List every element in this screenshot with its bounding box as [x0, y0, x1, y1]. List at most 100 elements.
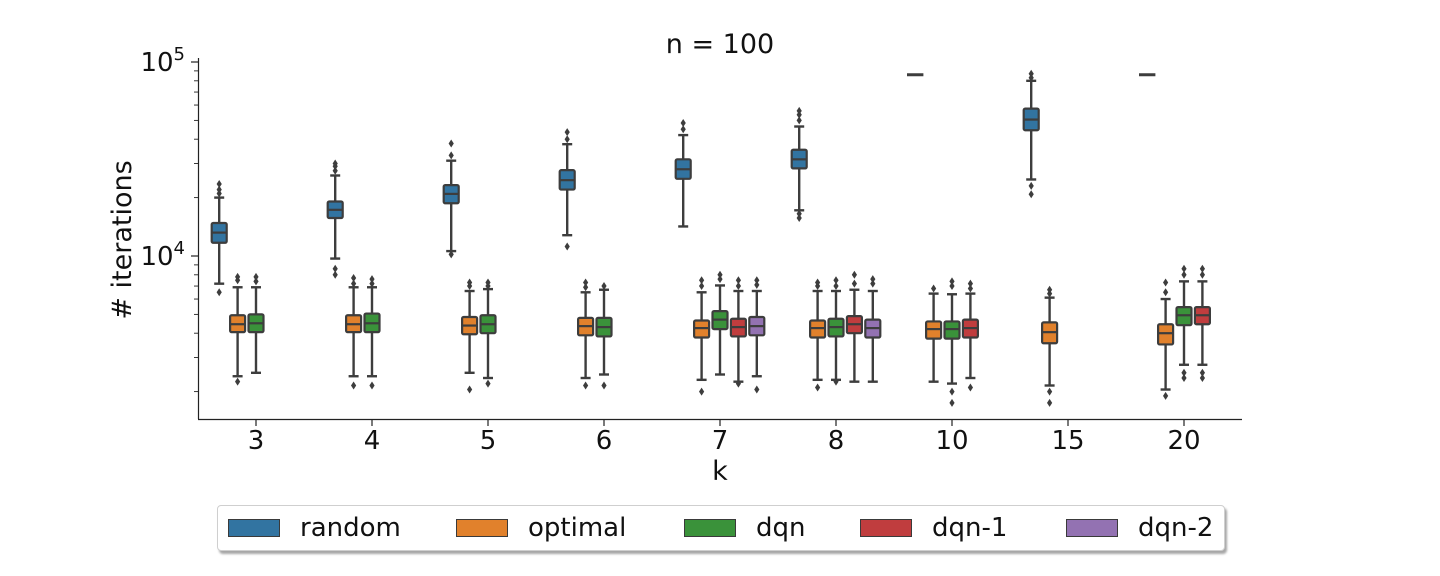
flier-dqn-2	[870, 279, 876, 288]
flier-dqn	[1181, 270, 1187, 279]
flier-optimal	[699, 276, 705, 285]
flier-optimal	[699, 282, 705, 291]
flier-dqn-1	[967, 284, 973, 293]
flier-random	[564, 135, 570, 144]
flier-dqn-1	[1199, 368, 1205, 377]
x-tick-label: 15	[1051, 426, 1084, 456]
box-optimal	[1156, 323, 1175, 346]
x-tick-label: 4	[364, 426, 381, 456]
flier-optimal	[931, 284, 937, 293]
legend-swatch-dqn-2	[1066, 519, 1118, 537]
flier-random	[332, 270, 338, 279]
flier-random	[216, 288, 222, 297]
flier-optimal	[467, 385, 473, 394]
y-tick-label: 104	[140, 238, 185, 272]
x-axis-ticks: 3 4 5 6 7 8 10 15 20	[248, 419, 1201, 456]
flier-dqn	[833, 282, 839, 291]
box-series	[210, 69, 1212, 407]
flier-optimal	[351, 274, 357, 283]
flier-dqn-2	[754, 276, 760, 285]
y-axis-ticks: 104 105	[140, 44, 198, 393]
legend-swatch-random	[228, 519, 280, 537]
flier-dqn	[717, 270, 723, 279]
flier-dqn-1	[1199, 374, 1205, 383]
flier-optimal	[815, 383, 821, 392]
flier-optimal	[235, 377, 241, 386]
flier-dqn-2	[870, 275, 876, 284]
flier-optimal	[815, 278, 821, 287]
flier-random	[1028, 190, 1034, 199]
flier-optimal	[1047, 285, 1053, 294]
x-tick-label: 5	[480, 426, 497, 456]
x-tick-label: 7	[712, 426, 729, 456]
flier-optimal	[1047, 387, 1053, 396]
flier-dqn-1	[1199, 264, 1205, 273]
flier-random	[216, 180, 222, 189]
flier-dqn-2	[754, 385, 760, 394]
legend-swatch-optimal	[456, 519, 508, 537]
flier-dqn-1	[851, 270, 857, 279]
legend-item-dqn: dqn	[684, 513, 806, 543]
x-tick-label: 6	[596, 426, 613, 456]
flier-random	[796, 116, 802, 125]
flier-dqn-2	[754, 280, 760, 289]
flier-dqn-1	[735, 379, 741, 388]
flier-dqn-1	[851, 279, 857, 288]
flier-dqn	[949, 398, 955, 407]
flier-random	[1028, 181, 1034, 190]
chart-title: n = 100	[666, 29, 774, 60]
chart-legend: random optimal dqn dqn-1 dqn-2	[217, 505, 1225, 551]
flier-optimal	[583, 278, 589, 287]
flier-dqn	[717, 275, 723, 284]
legend-item-random: random	[228, 513, 401, 543]
flier-random	[680, 118, 686, 127]
flier-random	[448, 250, 454, 259]
flier-dqn	[485, 278, 491, 287]
legend-swatch-dqn	[684, 519, 736, 537]
flier-random	[332, 159, 338, 168]
legend-label-dqn-1: dqn-1	[932, 513, 1008, 543]
flier-random	[796, 106, 802, 115]
flier-dqn	[949, 387, 955, 396]
flier-optimal	[467, 278, 473, 287]
boxplot-chart: n = 100 104 105 3 4 5 6 7 8 10 15 20 k # iteratio…	[107, 29, 1242, 487]
legend-swatch-dqn-1	[860, 519, 912, 537]
flier-optimal	[351, 279, 357, 288]
flier-dqn	[253, 272, 259, 281]
flier-random	[1028, 69, 1034, 78]
flier-random	[448, 139, 454, 148]
flier-dqn	[253, 277, 259, 286]
flier-random	[564, 242, 570, 251]
legend-label-dqn: dqn	[756, 513, 806, 543]
flier-dqn	[949, 277, 955, 286]
flier-dqn	[369, 279, 375, 288]
flier-optimal	[583, 283, 589, 292]
flier-optimal	[583, 381, 589, 390]
flier-dqn-1	[735, 276, 741, 285]
flier-dqn-1	[1199, 270, 1205, 279]
legend-item-dqn-1: dqn-1	[860, 513, 1007, 543]
x-tick-label: 3	[248, 426, 265, 456]
legend-item-optimal: optimal	[456, 513, 626, 543]
flier-optimal	[1163, 278, 1169, 287]
flier-random	[332, 166, 338, 175]
legend-item-dqn-2: dqn-2	[1066, 513, 1213, 543]
flier-dqn	[1181, 264, 1187, 273]
flier-dqn-1	[967, 383, 973, 392]
flier-random	[216, 185, 222, 194]
flier-dqn	[1181, 368, 1187, 377]
y-axis-label: # iterations	[107, 160, 138, 319]
legend-label-dqn-2: dqn-2	[1138, 513, 1214, 543]
x-tick-label: 8	[828, 426, 845, 456]
x-tick-label: 10	[935, 426, 968, 456]
flier-dqn	[833, 276, 839, 285]
legend-label-random: random	[300, 513, 401, 543]
flier-optimal	[235, 272, 241, 281]
flier-dqn	[949, 282, 955, 291]
y-tick-label: 105	[140, 44, 185, 78]
flier-optimal	[1047, 398, 1053, 407]
flier-dqn	[601, 381, 607, 390]
legend-label-optimal: optimal	[528, 513, 627, 543]
flier-dqn	[485, 379, 491, 388]
flier-dqn	[1181, 374, 1187, 383]
